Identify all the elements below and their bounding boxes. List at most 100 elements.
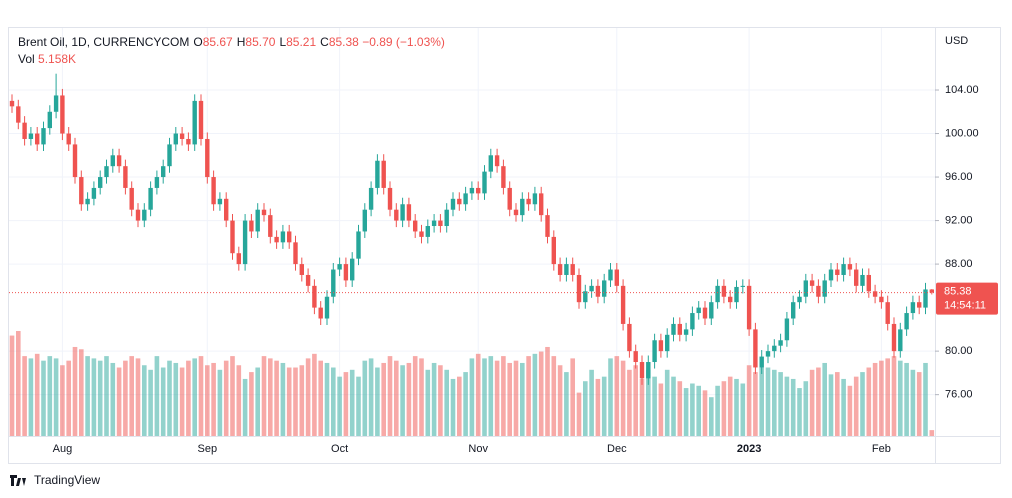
candle-body: [860, 274, 865, 286]
volume-bar: [904, 362, 909, 436]
candle-body: [318, 307, 323, 319]
y-tick-label: 80.00: [945, 345, 973, 357]
candle-body: [564, 264, 569, 275]
candle-body: [129, 187, 134, 210]
candle-body: [746, 285, 752, 330]
candle-body: [513, 209, 519, 216]
candle-body: [123, 166, 128, 188]
candle-body: [381, 160, 386, 188]
volume-value: 5.158K: [38, 52, 77, 66]
candle-body: [236, 253, 241, 265]
volume-bar: [286, 367, 292, 436]
volume-bar: [406, 362, 412, 436]
candle-body: [539, 193, 544, 216]
volume-bar: [457, 376, 462, 436]
volume-bar: [734, 378, 739, 436]
candle-body: [633, 351, 638, 363]
candle-body: [280, 231, 286, 243]
candle-body: [778, 340, 783, 346]
candle-body: [173, 133, 178, 145]
candle-body: [9, 100, 15, 107]
volume-bar: [387, 356, 393, 436]
candle-body: [658, 340, 664, 352]
candle-body: [142, 209, 147, 221]
volume-bar: [614, 356, 620, 436]
candle-body: [910, 302, 916, 314]
candle-body: [135, 209, 141, 221]
volume-bar: [9, 335, 15, 436]
legend: Brent Oil, 1D, CURRENCYCOM O85.67 H85.70 L8…: [18, 34, 445, 68]
candle-body: [501, 166, 506, 188]
candle-body: [904, 313, 909, 330]
volume-bar: [129, 356, 134, 436]
candle-body: [652, 340, 657, 363]
volume-bar: [110, 362, 116, 436]
x-tick-label: Oct: [331, 443, 348, 455]
candle-body: [734, 286, 739, 303]
volume-bar: [853, 376, 859, 436]
candle-body: [431, 220, 437, 227]
candle-body: [854, 269, 859, 286]
volume-bar: [463, 372, 468, 436]
candle-body: [211, 177, 216, 205]
candle-body: [627, 323, 632, 352]
volume-bar: [740, 383, 746, 436]
candle-body: [116, 155, 122, 167]
candle-body: [444, 209, 449, 227]
volume-bar: [343, 372, 349, 436]
volume-bar: [696, 385, 701, 436]
volume-bar: [847, 385, 853, 436]
candle-body: [343, 264, 349, 281]
volume-bar: [280, 362, 286, 436]
candle-body: [841, 264, 846, 275]
candle-body: [249, 220, 254, 232]
candle-body: [104, 166, 109, 178]
candle-body: [16, 106, 21, 123]
volume-bar: [746, 365, 752, 436]
ohlc-key: O: [193, 35, 203, 49]
last-price-box: [936, 282, 998, 315]
volume-bar: [274, 360, 279, 436]
candle-body: [148, 187, 153, 210]
volume-bar: [368, 358, 374, 436]
volume-bar: [431, 362, 437, 436]
candle-body: [394, 209, 399, 221]
candle-body: [526, 198, 531, 205]
candle-body: [167, 144, 172, 167]
candle-body: [331, 269, 336, 297]
ohlc-value: 85.70: [245, 35, 276, 49]
volume-bar: [664, 369, 670, 436]
volume-bar: [268, 358, 273, 436]
candle-body: [299, 264, 304, 275]
legend-row: Vol 5.158K: [18, 51, 445, 68]
volume-bar: [375, 367, 380, 436]
volume-bar: [438, 365, 443, 436]
volume-bar: [759, 367, 764, 436]
volume-bar: [916, 372, 922, 436]
candle-body: [110, 155, 115, 167]
candle-body: [198, 100, 204, 139]
candle-body: [242, 220, 248, 265]
volume-bar: [513, 360, 519, 436]
candle-body: [835, 269, 840, 275]
candle-body: [753, 329, 758, 368]
volume-bar: [753, 372, 758, 436]
candle-body: [98, 177, 103, 188]
volume-bar: [255, 367, 260, 436]
volume-bar: [167, 360, 172, 436]
volume-bar: [702, 390, 708, 436]
volume-bar: [469, 358, 475, 436]
candle-body: [482, 171, 487, 194]
volume-bar: [135, 358, 141, 436]
candle-body: [91, 187, 97, 199]
logo-icon: [10, 475, 26, 486]
candle-body: [324, 296, 330, 319]
volume-bar: [192, 358, 197, 436]
candle-body: [614, 269, 619, 286]
candle-body: [154, 177, 160, 188]
volume-bar: [305, 358, 311, 436]
candle-body: [595, 285, 601, 297]
volume-bar: [589, 369, 594, 436]
candle-body: [885, 302, 890, 324]
volume-bar: [494, 360, 500, 436]
